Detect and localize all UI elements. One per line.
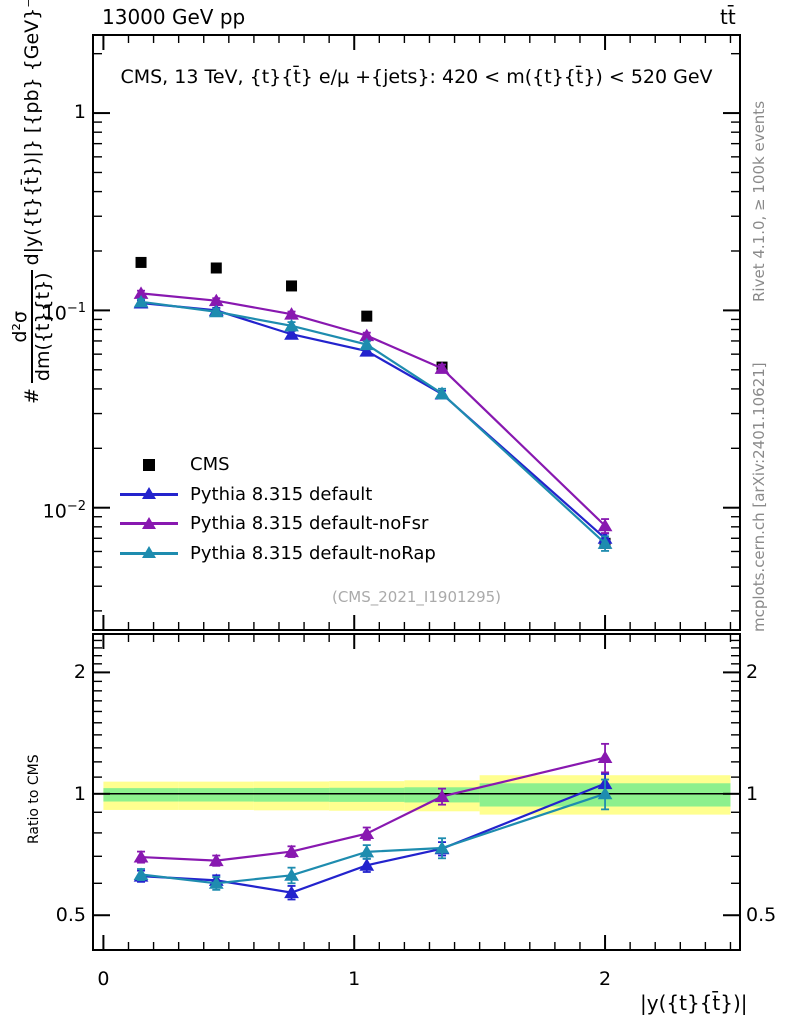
ratio-series:Pythia 8.315 default-noFsr	[133, 742, 613, 867]
data-marker	[133, 850, 149, 863]
y-label-prefix: #	[20, 388, 43, 404]
top-y-tick-label: 10−2	[42, 498, 86, 523]
y-axis-label: # d²σ dm({t}{t̄}) d|y({t}{t̄})|} [{pb} {…	[9, 0, 54, 404]
data-marker	[597, 536, 613, 549]
data-marker	[434, 386, 450, 400]
data-marker	[434, 789, 450, 802]
data-marker	[434, 361, 450, 374]
beam-energy-label: 13000 GeV pp	[102, 5, 246, 29]
x-axis-label: |y({t}{t̄})|	[640, 991, 748, 1015]
data-marker	[597, 518, 613, 532]
legend-item: CMS	[112, 450, 436, 480]
data-marker	[135, 256, 147, 268]
legend-label: CMS	[190, 454, 230, 476]
data-marker	[208, 876, 224, 889]
data-marker	[359, 844, 375, 858]
top-series:Pythia 8.315 default-noFsr	[133, 286, 613, 534]
green-band-segment	[253, 787, 330, 802]
process-label: tt̄	[720, 5, 736, 29]
data-marker	[284, 868, 299, 881]
data-marker	[284, 318, 299, 332]
data-marker	[434, 841, 450, 854]
legend-label: Pythia 8.315 default-noFsr	[190, 513, 429, 535]
data-marker	[133, 294, 149, 308]
ratio-y-tick-label-left: 1	[73, 782, 86, 805]
data-marker	[361, 310, 373, 322]
rivet-version-note: Rivet 4.1.0, ≥ 100k events	[750, 100, 768, 302]
data-marker	[284, 885, 299, 899]
y-label-denominator: dm({t}{t̄})	[30, 270, 54, 384]
legend-item: Pythia 8.315 default	[112, 480, 436, 510]
line-triangle-marker-icon	[112, 509, 186, 539]
ratio-y-tick-label-left: 2	[73, 661, 86, 684]
ratio-y-tick-label-right: 0.5	[746, 904, 777, 927]
data-marker	[210, 262, 222, 274]
data-marker	[359, 826, 375, 840]
line-triangle-marker-icon	[112, 480, 186, 510]
top-y-tick-label: 1	[73, 101, 86, 124]
analysis-id-watermark: (CMS_2021_I1901295)	[331, 588, 502, 606]
legend-label: Pythia 8.315 default-noRap	[190, 542, 436, 564]
data-marker	[286, 280, 298, 292]
top-y-tick-label: 10−1	[42, 301, 86, 325]
legend-item: Pythia 8.315 default-noRap	[112, 539, 436, 569]
data-marker	[284, 844, 299, 858]
data-marker	[133, 867, 149, 880]
green-band-segment	[178, 788, 254, 802]
legend-item: Pythia 8.315 default-noFsr	[112, 509, 436, 539]
ratio-series:Pythia 8.315 default-noRap	[133, 778, 613, 891]
top-series:Pythia 8.315 default-noRap	[133, 294, 613, 552]
line-triangle-marker-icon	[112, 539, 186, 569]
square-marker-icon	[112, 450, 186, 480]
green-band-segment	[103, 788, 179, 802]
plot-title: CMS, 13 TeV, {t}{t̄} e/μ +{jets}: 420 < …	[120, 66, 713, 88]
mcplots-arxiv-note: mcplots.cern.ch [arXiv:2401.10621]	[750, 362, 768, 632]
x-tick-label: 0	[97, 968, 110, 990]
x-tick-label: 1	[348, 968, 361, 990]
green-band-segment	[329, 787, 405, 802]
data-marker	[208, 304, 224, 318]
x-tick-label: 2	[599, 968, 612, 990]
axis-ticks	[94, 36, 739, 949]
legend-label: Pythia 8.315 default	[190, 483, 373, 505]
data-marker	[284, 327, 299, 340]
ratio-y-tick-label-right: 2	[746, 661, 759, 684]
top-panel-frame	[92, 34, 741, 631]
data-marker	[208, 853, 224, 867]
data-marker	[597, 786, 613, 800]
y-label-fraction: d²σ dm({t}{t̄})	[9, 270, 54, 384]
data-marker	[597, 750, 613, 764]
ratio-panel-frame	[92, 633, 741, 951]
y-label-suffix: d|y({t}{t̄})|} [{pb} {GeV}⁻¹]	[20, 0, 43, 266]
ratio-y-tick-label-right: 1	[746, 782, 759, 805]
ratio-y-tick-label-left: 0.5	[55, 904, 86, 927]
legend: CMS Pythia 8.315 default Pythia 8.315 defa…	[112, 450, 436, 568]
data-marker	[359, 337, 375, 351]
data-marker	[359, 344, 375, 357]
data-marker	[359, 858, 375, 871]
